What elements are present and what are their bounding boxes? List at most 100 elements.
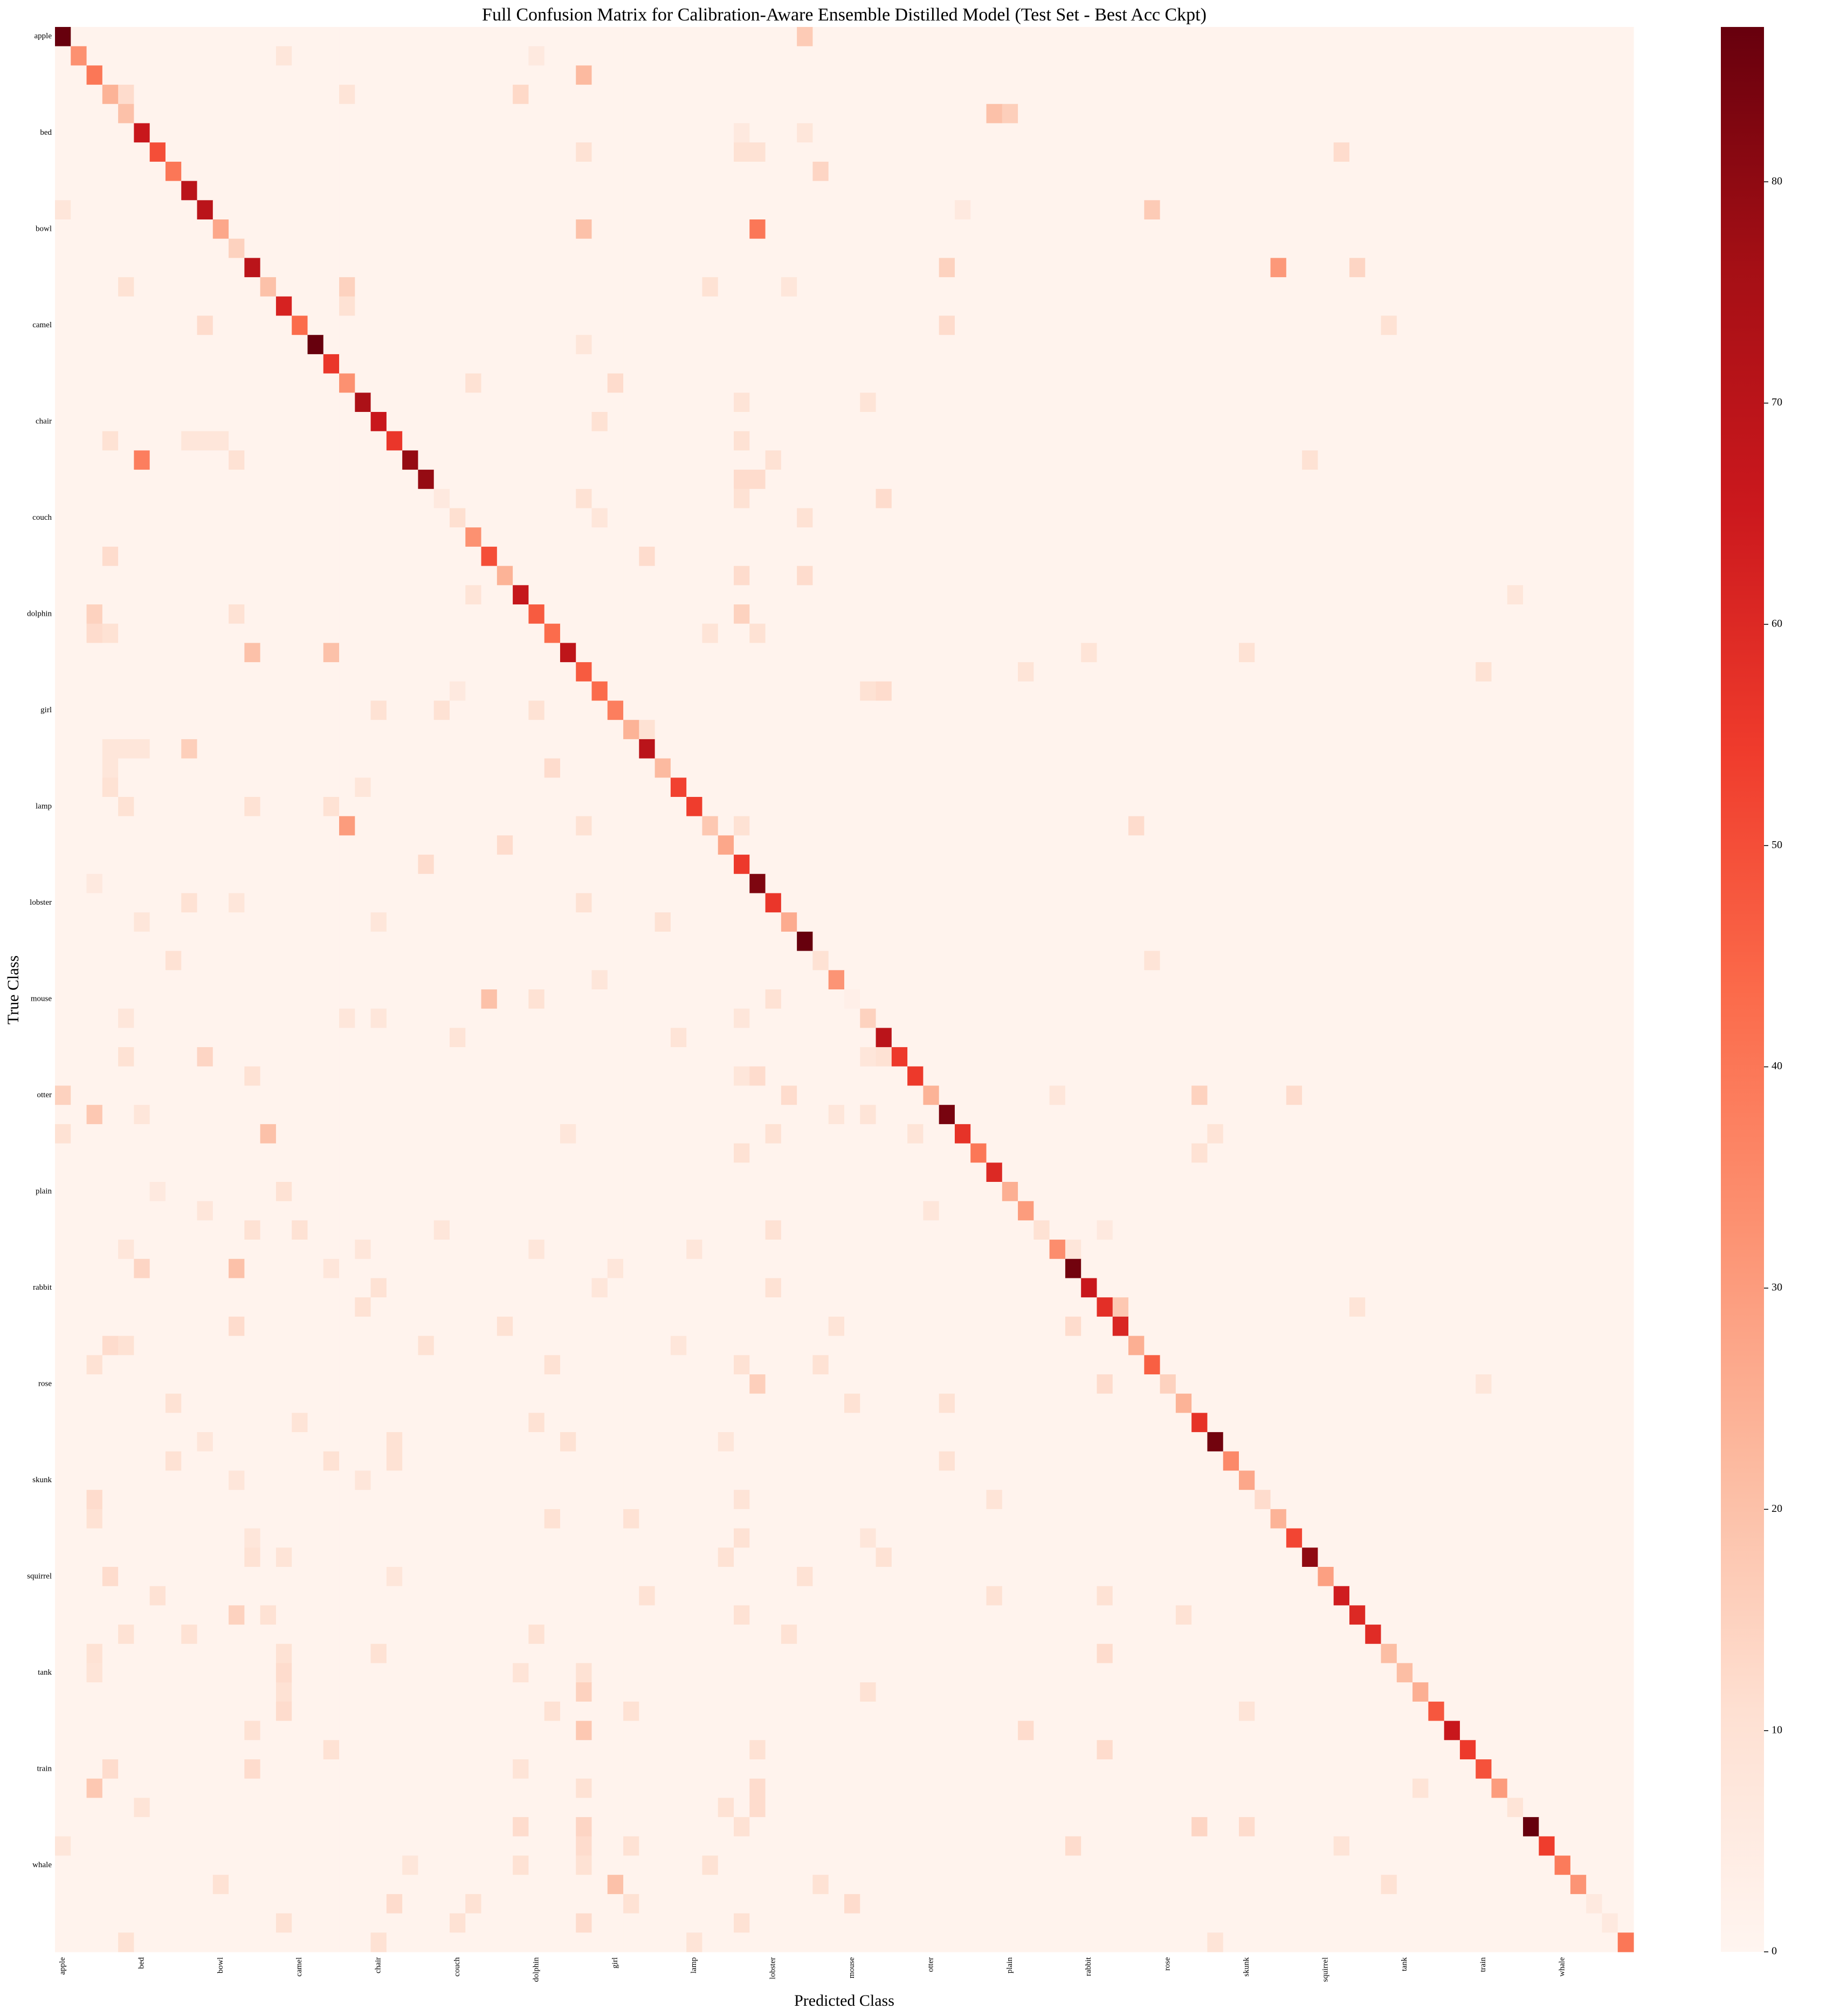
heatmap-cell — [197, 238, 213, 258]
heatmap-cell — [1476, 816, 1492, 836]
heatmap-cell — [1554, 873, 1571, 894]
heatmap-cell — [1223, 27, 1239, 47]
heatmap-cell — [1112, 393, 1129, 412]
heatmap-cell — [623, 181, 639, 201]
heatmap-cell — [197, 354, 213, 374]
heatmap-cell — [1270, 623, 1287, 643]
heatmap-cell — [1617, 566, 1634, 586]
heatmap-cell — [212, 219, 229, 239]
heatmap-cell — [1318, 931, 1334, 952]
heatmap-cell — [734, 104, 750, 124]
heatmap-cell — [560, 739, 576, 759]
heatmap-cell — [1617, 816, 1634, 836]
heatmap-cell — [212, 623, 229, 643]
heatmap-cell — [781, 373, 797, 393]
heatmap-cell — [923, 142, 940, 162]
heatmap-cell — [1128, 104, 1145, 124]
heatmap-cell — [370, 161, 387, 182]
heatmap-cell — [1081, 508, 1098, 528]
heatmap-cell — [260, 315, 277, 335]
heatmap-cell — [702, 393, 719, 412]
heatmap-cell — [1286, 508, 1303, 528]
heatmap-cell — [986, 335, 1003, 355]
heatmap-cell — [528, 873, 545, 894]
heatmap-cell — [1223, 65, 1239, 85]
heatmap-cell — [1396, 797, 1413, 817]
heatmap-cell — [134, 912, 150, 932]
heatmap-cell — [386, 393, 403, 412]
heatmap-cell — [1602, 258, 1618, 278]
heatmap-cell — [1112, 931, 1129, 952]
heatmap-cell — [339, 123, 355, 143]
heatmap-cell — [1365, 873, 1382, 894]
heatmap-cell — [923, 238, 940, 258]
heatmap-cell — [1318, 777, 1334, 797]
heatmap-cell — [718, 488, 734, 509]
heatmap-cell — [1523, 200, 1539, 220]
heatmap-cell — [418, 123, 435, 143]
heatmap-cell — [734, 604, 750, 624]
heatmap-cell — [670, 585, 687, 605]
heatmap-cell — [670, 85, 687, 105]
heatmap-cell — [1160, 161, 1176, 182]
heatmap-cell — [450, 450, 466, 470]
heatmap-cell — [450, 123, 466, 143]
heatmap-cell — [1491, 142, 1508, 162]
heatmap-cell — [418, 161, 435, 182]
heatmap-cell — [1570, 277, 1587, 297]
heatmap-cell — [734, 662, 750, 682]
heatmap-cell — [370, 931, 387, 952]
heatmap-cell — [134, 104, 150, 124]
heatmap-cell — [718, 893, 734, 913]
heatmap-cell — [433, 662, 450, 682]
heatmap-cell — [876, 585, 892, 605]
heatmap-cell — [765, 181, 782, 201]
heatmap-cell — [1491, 604, 1508, 624]
heatmap-cell — [1049, 797, 1066, 817]
heatmap-cell — [907, 835, 924, 855]
heatmap-cell — [229, 200, 245, 220]
heatmap-cell — [149, 835, 166, 855]
heatmap-cell — [591, 931, 608, 952]
heatmap-cell — [55, 393, 71, 412]
heatmap-cell — [1112, 431, 1129, 451]
heatmap-cell — [212, 816, 229, 836]
heatmap-cell — [260, 951, 277, 971]
heatmap-cell — [1286, 104, 1303, 124]
heatmap-cell — [1002, 65, 1018, 85]
heatmap-cell — [639, 585, 656, 605]
heatmap-cell — [513, 488, 529, 509]
heatmap-cell — [623, 643, 639, 663]
heatmap-cell — [623, 219, 639, 239]
heatmap-cell — [355, 238, 371, 258]
heatmap-cell — [433, 296, 450, 316]
heatmap-cell — [370, 739, 387, 759]
heatmap-cell — [71, 335, 87, 355]
heatmap-cell — [1586, 354, 1603, 374]
heatmap-cell — [86, 258, 103, 278]
heatmap-cell — [781, 219, 797, 239]
heatmap-cell — [134, 835, 150, 855]
heatmap-cell — [1507, 623, 1524, 643]
heatmap-cell — [1412, 238, 1429, 258]
heatmap-cell — [1144, 873, 1161, 894]
heatmap-cell — [1476, 585, 1492, 605]
heatmap-cell — [781, 46, 797, 66]
heatmap-cell — [1018, 566, 1034, 586]
heatmap-cell — [939, 604, 955, 624]
heatmap-cell — [339, 873, 355, 894]
heatmap-cell — [1554, 142, 1571, 162]
heatmap-cell — [1570, 604, 1587, 624]
heatmap-cell — [939, 777, 955, 797]
heatmap-cell — [433, 46, 450, 66]
heatmap-cell — [1207, 412, 1224, 432]
heatmap-cell — [907, 354, 924, 374]
heatmap-cell — [939, 335, 955, 355]
heatmap-cell — [1049, 85, 1066, 105]
heatmap-cell — [860, 488, 877, 509]
heatmap-cell — [1207, 161, 1224, 182]
heatmap-cell — [734, 181, 750, 201]
heatmap-cell — [450, 412, 466, 432]
heatmap-cell — [954, 488, 971, 509]
heatmap-cell — [1365, 643, 1382, 663]
